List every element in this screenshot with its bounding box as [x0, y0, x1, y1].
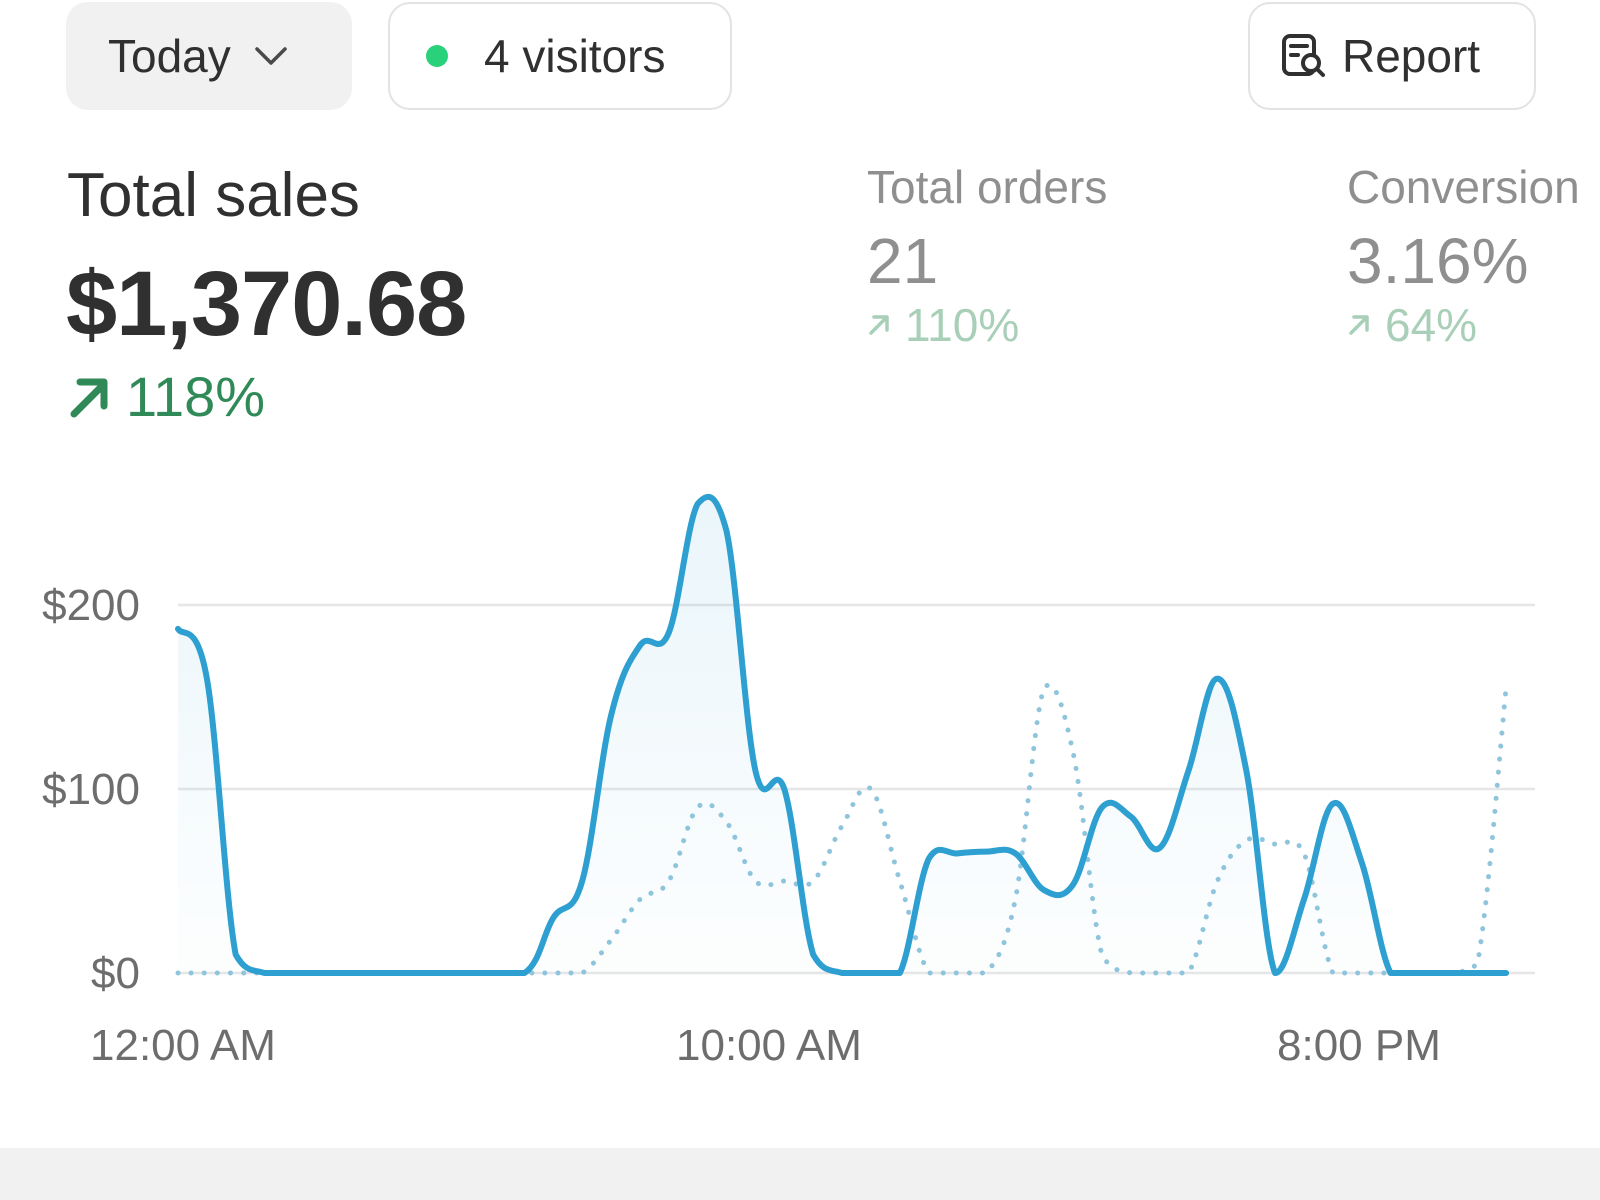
total-orders-metric[interactable]: Total orders 21 110% [867, 160, 1107, 352]
arrow-up-right-icon [70, 378, 108, 417]
total-sales-label: Total sales [67, 161, 360, 230]
total-orders-change: 110% [867, 298, 1107, 352]
conversion-change: 64% [1347, 298, 1580, 352]
report-button[interactable]: Report [1248, 2, 1536, 110]
conversion-value: 3.16% [1347, 225, 1529, 297]
arrow-up-right-icon [1349, 315, 1369, 335]
total-sales-change-value: 118% [126, 365, 266, 428]
conversion-metric[interactable]: Conversion 3.16% 64% [1347, 160, 1580, 352]
sales-series-area [178, 496, 1507, 973]
total-sales-change: 118% [66, 364, 265, 429]
y-tick-label: $0 [91, 949, 140, 998]
total-orders-change-value: 110% [905, 299, 1020, 351]
total-orders-label: Total orders [867, 161, 1108, 213]
total-orders-value: 21 [867, 225, 939, 297]
toolbar: Today 4 visitors Report [0, 0, 1600, 120]
visitors-label: 4 visitors [484, 30, 666, 82]
live-visitors-button[interactable]: 4 visitors [388, 2, 732, 110]
date-filter-label: Today [108, 30, 231, 82]
bottom-divider [0, 1148, 1600, 1200]
y-tick-label: $200 [42, 581, 140, 630]
report-label: Report [1342, 30, 1481, 82]
conversion-change-value: 64% [1385, 299, 1478, 351]
date-filter-button[interactable]: Today [66, 2, 352, 110]
sales-chart[interactable]: $0 $100 $200 12:00 AM 10:00 AM 8:00 PM [0, 480, 1600, 1100]
x-tick-label: 12:00 AM [90, 1021, 276, 1070]
sales-series-line [175, 493, 1510, 976]
total-sales-value: $1,370.68 [66, 253, 467, 355]
report-search-icon [1282, 34, 1325, 77]
conversion-label: Conversion [1347, 161, 1580, 213]
x-tick-label: 10:00 AM [676, 1021, 862, 1070]
chevron-down-icon [255, 47, 287, 65]
y-tick-label: $100 [42, 765, 140, 814]
x-tick-label: 8:00 PM [1277, 1021, 1441, 1070]
live-dot-icon [426, 45, 448, 67]
arrow-up-right-icon [869, 315, 889, 335]
